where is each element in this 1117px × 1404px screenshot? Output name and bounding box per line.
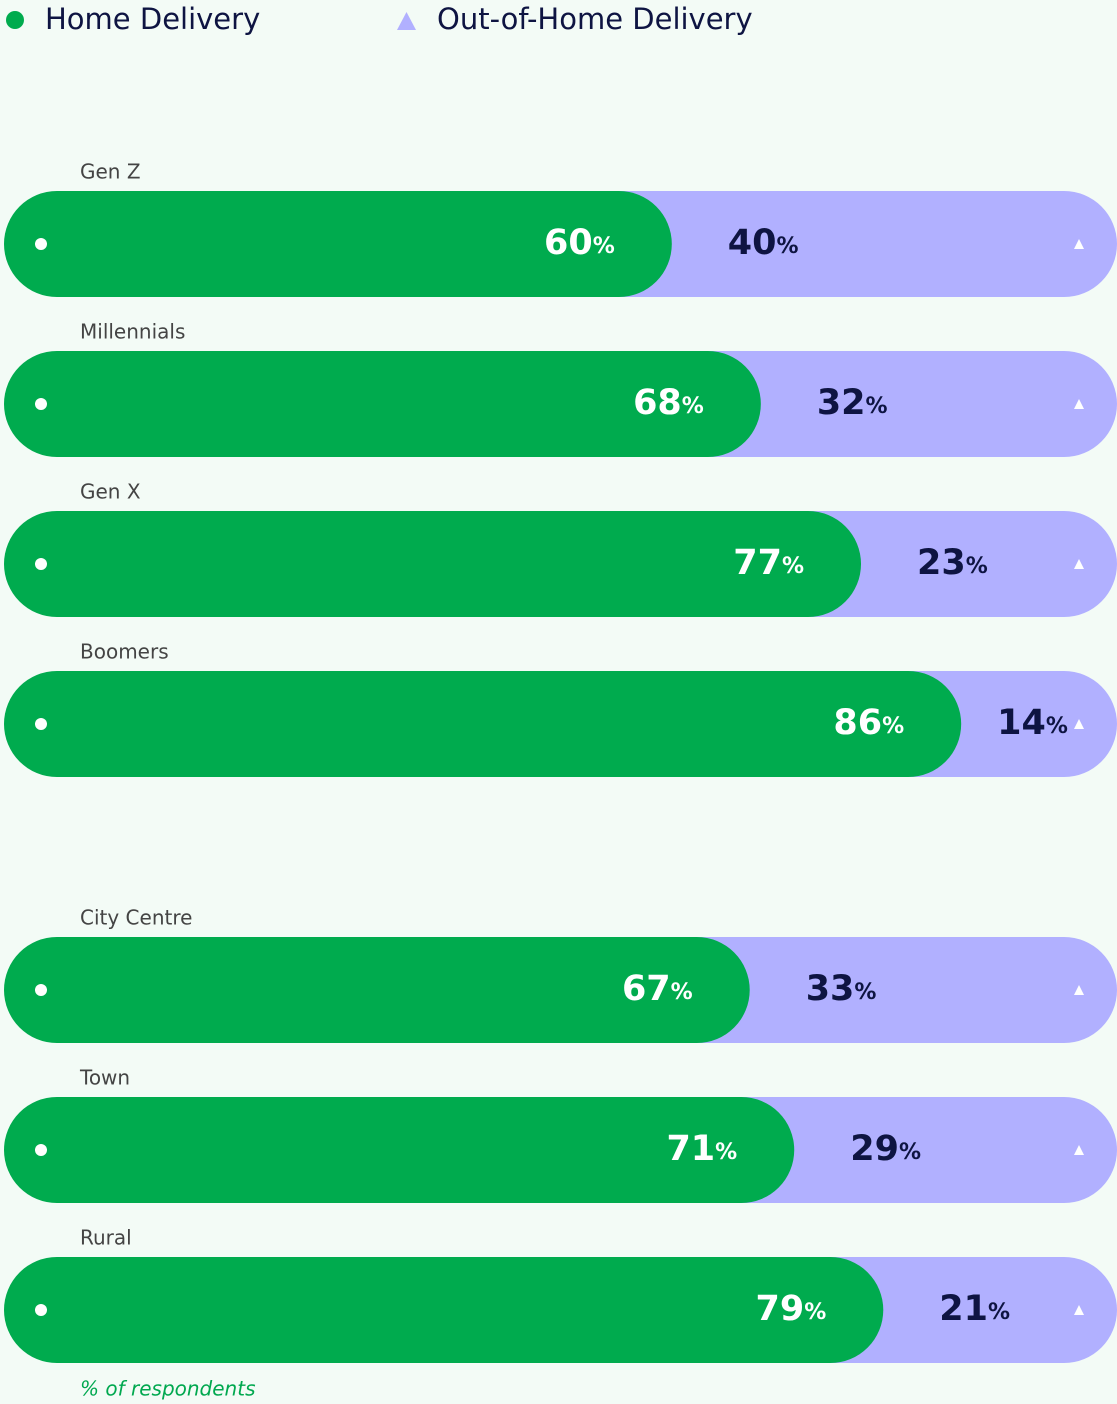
bar-segment xyxy=(688,1097,1117,1203)
bar-triangle xyxy=(1074,399,1084,409)
legend-marker xyxy=(6,11,24,29)
bar-dot xyxy=(35,398,47,410)
legend-label: Out-of-Home Delivery xyxy=(437,2,753,36)
legend-label: Home Delivery xyxy=(45,2,260,36)
category-label: Rural xyxy=(80,1226,132,1250)
value-label: 60% xyxy=(544,223,615,263)
category-label: Gen X xyxy=(80,480,141,504)
value-label: 79% xyxy=(756,1289,827,1329)
value-label: 71% xyxy=(666,1129,737,1169)
bar-triangle xyxy=(1074,1145,1084,1155)
bar-triangle xyxy=(1074,1305,1084,1315)
value-label: 86% xyxy=(833,703,904,743)
bar-dot xyxy=(35,1304,47,1316)
bar-segment xyxy=(643,937,1117,1043)
bar-segment xyxy=(4,351,761,457)
value-label: 21% xyxy=(939,1289,1010,1329)
bar-dot xyxy=(35,1144,47,1156)
bar-triangle xyxy=(1074,719,1084,729)
value-label: 32% xyxy=(817,383,888,423)
bar-dot xyxy=(35,718,47,730)
bar-dot xyxy=(35,984,47,996)
bar-segment xyxy=(4,191,672,297)
value-label: 14% xyxy=(997,703,1068,743)
value-label: 67% xyxy=(622,969,693,1009)
legend-marker xyxy=(397,12,416,30)
value-label: 29% xyxy=(850,1129,921,1169)
value-label: 77% xyxy=(733,543,804,583)
bar-triangle xyxy=(1074,239,1084,249)
value-label: 68% xyxy=(633,383,704,423)
category-label: Millennials xyxy=(80,320,185,344)
bar-segment xyxy=(565,191,1117,297)
value-label: 33% xyxy=(806,969,877,1009)
category-label: Gen Z xyxy=(80,160,141,184)
bar-triangle xyxy=(1074,559,1084,569)
bar-segment xyxy=(654,351,1117,457)
category-label: Town xyxy=(79,1066,130,1090)
category-label: City Centre xyxy=(80,906,192,930)
bar-segment xyxy=(4,1257,884,1363)
value-label: 23% xyxy=(917,543,988,583)
bar-triangle xyxy=(1074,985,1084,995)
footnote: % of respondents xyxy=(80,1377,256,1401)
category-label: Boomers xyxy=(80,640,169,664)
bar-segment xyxy=(4,1097,795,1203)
value-label: 40% xyxy=(728,223,799,263)
bar-segment xyxy=(4,671,962,777)
bar-segment xyxy=(4,511,862,617)
bar-dot xyxy=(35,238,47,250)
bar-segment xyxy=(4,937,750,1043)
bar-dot xyxy=(35,558,47,570)
